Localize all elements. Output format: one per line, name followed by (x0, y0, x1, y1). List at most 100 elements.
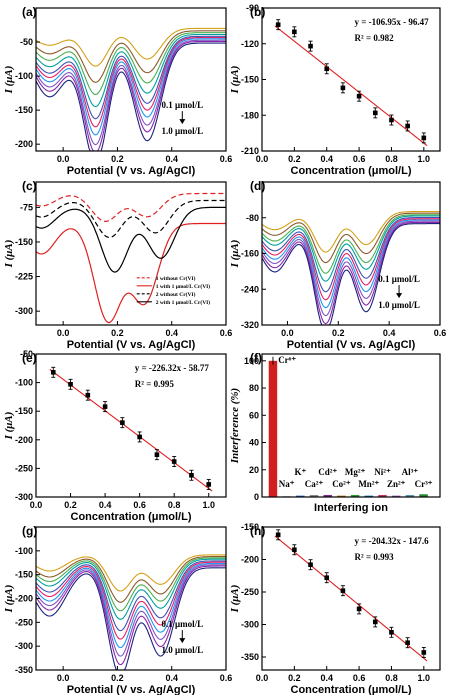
x-tick-label: 0.2 (288, 154, 301, 164)
x-axis-label: Concentration (μmol/L) (71, 511, 192, 523)
y-tick-label: -180 (241, 110, 259, 120)
series-line-7 (35, 562, 226, 649)
series-line-2 (35, 222, 226, 324)
y-tick-label: 100 (244, 356, 259, 366)
legend-label-2: 1 with 1 μmol/L Cr(VI) (156, 283, 211, 290)
bar-label-12: Cr³⁺ (415, 479, 433, 489)
bar-label-4: Ca²⁺ (305, 479, 324, 489)
y-tick-label: -200 (15, 594, 33, 604)
y-tick-label: -225 (15, 272, 33, 282)
y-tick-label: -100 (15, 71, 33, 81)
x-axis-label: Concentration (μmol/L) (291, 684, 412, 695)
x-tick-label: 0.6 (353, 673, 366, 683)
x-tick-label: 1.0 (418, 154, 431, 164)
plot-frame (261, 7, 441, 152)
panel-b: y = -106.95x - 96.47 R² = 0.982 0.0 0.2 0.4 0… (229, 3, 441, 177)
y-tick-label: -100 (15, 546, 33, 556)
bar-10 (391, 495, 401, 497)
x-tick-label: 1.0 (202, 500, 215, 510)
bar-label-10: Zn²⁺ (387, 479, 406, 489)
bar-3 (296, 495, 305, 497)
data-point (102, 404, 108, 409)
series-line-1 (35, 27, 226, 67)
x-tick-label: 0.0 (30, 500, 43, 510)
bar-4 (309, 494, 319, 497)
series-line-3 (35, 557, 226, 612)
fit-line (274, 535, 428, 662)
series-line-9 (35, 565, 226, 666)
x-axis-label: Potential (V vs. Ag/AgCl) (67, 339, 196, 351)
x-tick-label: 0.6 (434, 328, 447, 338)
concentration-arrow-head (179, 638, 186, 644)
data-point (372, 110, 378, 116)
panel-a: 0.1 μmol/L 1.0 μmol/L 0.0 0.2 0.4 0.6 -50 -100 -… (3, 7, 232, 177)
series-line-3 (35, 199, 226, 239)
data-point (389, 117, 394, 123)
y-tick-label: -300 (15, 641, 33, 651)
concentration-low-label: 0.1 μmol/L (378, 274, 420, 284)
y-tick-label: -300 (241, 620, 259, 630)
series-line-10 (35, 42, 226, 152)
x-tick-label: 0.8 (168, 500, 181, 510)
data-point (372, 619, 378, 625)
y-tick-label: -160 (241, 249, 259, 259)
series-line-2 (35, 30, 226, 83)
panel-label-g: (g) (22, 524, 37, 538)
bar-8 (364, 495, 374, 497)
y-tick-label: 40 (249, 438, 259, 448)
y-tick-label: 0 (254, 492, 259, 502)
bar-12 (419, 494, 428, 497)
panel-label-e: (e) (22, 351, 37, 365)
data-point (308, 562, 313, 567)
panel-label-f: (f) (250, 351, 262, 365)
y-axis-label: I (μA) (3, 412, 15, 441)
panel-h: y = -204.32x - 147.6 R² = 0.993 0.0 0.2 0.4 0… (229, 522, 441, 695)
plot-frame (35, 181, 227, 326)
series-line-3 (35, 32, 226, 96)
fit-equation: y = -106.95x - 96.47 (355, 17, 430, 27)
y-tick-label: 60 (249, 410, 259, 420)
panel-label-a: (a) (22, 5, 37, 19)
y-axis-label: I (μA) (229, 66, 241, 95)
x-axis-label: Concentration (μmol/L) (291, 165, 412, 177)
data-point (340, 588, 346, 593)
y-tick-label: -200 (15, 435, 33, 445)
y-tick-label: -150 (15, 570, 33, 580)
series-line-3 (261, 214, 440, 274)
series-line-10 (261, 223, 440, 326)
bar-1 (268, 360, 278, 497)
panel-e: y = -226.32x - 58.77 R² = 0.995 0.0 0.2 0.4 0… (3, 349, 227, 523)
data-point (50, 370, 56, 375)
x-tick-label: 0.0 (256, 154, 269, 164)
x-axis-label: Interfering ion (314, 502, 388, 514)
y-tick-label: 20 (249, 465, 259, 475)
x-tick-label: 1.0 (418, 673, 431, 683)
series-line-7 (35, 38, 226, 136)
series-line-6 (35, 37, 226, 128)
y-axis-label: I (μA) (3, 240, 15, 269)
x-axis-label: Potential (V vs. Ag/AgCl) (67, 165, 196, 177)
concentration-high-label: 1.0 μmol/L (161, 126, 203, 136)
plot-frame (35, 353, 227, 498)
bar-7 (350, 494, 360, 497)
legend-label-1: 1 without Cr(VI) (156, 275, 196, 282)
data-point (421, 135, 427, 141)
fit-line (49, 368, 213, 492)
data-point (85, 392, 91, 398)
plot-frame (261, 526, 441, 671)
x-tick-label: 0.8 (385, 673, 398, 683)
plot-frame (261, 353, 441, 498)
y-tick-label: -300 (15, 306, 33, 316)
data-point (405, 123, 410, 129)
series-line-1 (35, 554, 226, 592)
y-tick-label: -50 (20, 349, 33, 359)
y-tick-label: -300 (15, 492, 33, 502)
fit-line (274, 25, 428, 147)
x-tick-label: 0.6 (353, 154, 366, 164)
x-tick-label: 0.4 (165, 154, 178, 164)
x-tick-label: 0.4 (320, 154, 333, 164)
y-tick-label: -250 (15, 463, 33, 473)
series-line-7 (261, 219, 440, 309)
concentration-low-label: 0.1 μmol/L (161, 100, 203, 110)
y-tick-label: -80 (246, 213, 259, 223)
